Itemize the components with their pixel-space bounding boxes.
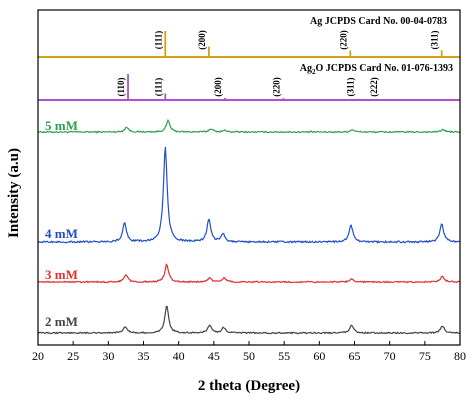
x-tick-label: 75 [419, 349, 431, 363]
hkl-label: (222) [369, 77, 379, 97]
hkl-label: (311) [430, 30, 440, 49]
reference-card-label: Ag2O JCPDS Card No. 01-076-1393 [300, 63, 453, 76]
hkl-label: (220) [271, 77, 281, 97]
hkl-label: (200) [197, 30, 207, 50]
x-tick-label: 50 [243, 349, 255, 363]
pattern-2-mm: 2 mM [37, 305, 461, 335]
y-axis-label: Intensity (a.u) [6, 148, 22, 238]
hkl-label: (200) [213, 77, 223, 97]
plot-content: Ag JCPDS Card No. 00-04-0783 (111) (200) (2… [37, 16, 461, 335]
hkl-label: (220) [338, 30, 348, 50]
x-axis-label: 2 theta (Degree) [198, 378, 300, 394]
x-tick-label: 60 [313, 349, 325, 363]
reference-card-1: Ag JCPDS Card No. 00-04-0783 (111) (200) (2… [38, 16, 460, 58]
pattern-line [37, 146, 461, 244]
hkl-label: (110) [116, 77, 126, 96]
reference-card-label: Ag JCPDS Card No. 00-04-0783 [310, 16, 447, 27]
pattern-line [37, 305, 461, 335]
x-tick-label: 80 [454, 349, 466, 363]
x-tick-label: 30 [102, 349, 114, 363]
series-label: 5 mM [45, 118, 78, 133]
hkl-label: (311) [345, 77, 355, 96]
pattern-line [37, 118, 461, 134]
series-label: 2 mM [45, 314, 78, 329]
x-tick-label: 35 [138, 349, 150, 363]
pattern-line [37, 263, 460, 284]
pattern-4-mm: 4 mM [37, 146, 461, 244]
pattern-5-mm: 5 mM [37, 118, 461, 134]
x-tick-label: 40 [173, 349, 185, 363]
x-tick-label: 70 [384, 349, 396, 363]
series-label: 4 mM [45, 226, 78, 241]
hkl-label: (111) [153, 31, 163, 50]
reference-card-2: Ag2O JCPDS Card No. 01-076-1393 (110) (111… [38, 63, 460, 101]
pattern-3-mm: 3 mM [37, 263, 460, 284]
axes: 20 25 30 35 40 45 50 55 60 65 70 75 80 [32, 341, 466, 363]
series-label: 3 mM [45, 267, 78, 282]
x-tick-label: 45 [208, 349, 220, 363]
x-tick-label: 25 [67, 349, 79, 363]
x-tick-label: 65 [349, 349, 361, 363]
x-tick-label: 55 [278, 349, 290, 363]
hkl-label: (111) [153, 78, 163, 97]
x-tick-label: 20 [32, 349, 44, 363]
